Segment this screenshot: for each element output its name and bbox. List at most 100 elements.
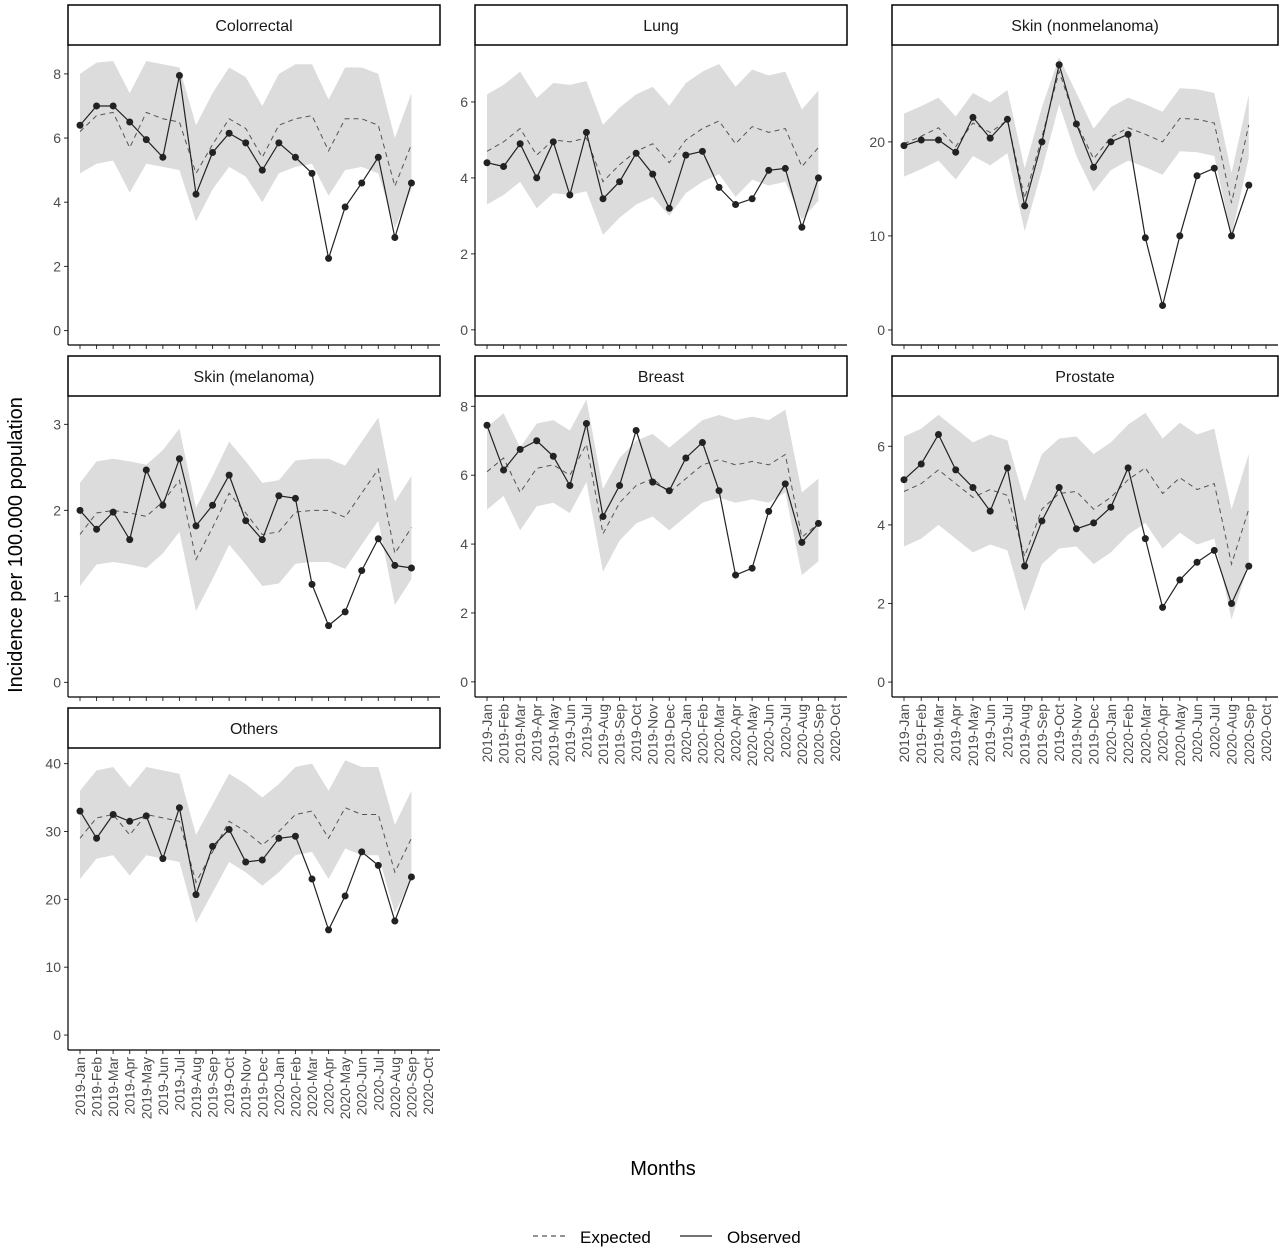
observed-point — [76, 506, 84, 514]
band — [80, 417, 412, 611]
x-tick-label: 2019-Jun — [155, 1057, 171, 1115]
observed-point — [765, 166, 773, 174]
observed-point — [986, 507, 994, 515]
y-tick-label: 40 — [45, 756, 61, 772]
x-tick-label: 2019-Apr — [122, 1057, 138, 1115]
x-tick-label: 2019-Mar — [930, 704, 946, 764]
strip — [891, 355, 1279, 397]
observed-point — [798, 223, 806, 231]
observed-point — [159, 153, 167, 161]
observed-point — [109, 508, 117, 516]
observed-point — [1090, 163, 1098, 171]
x-tick-label: 2019-Feb — [496, 704, 512, 764]
plot-area — [76, 760, 415, 934]
observed-point — [665, 204, 673, 212]
observed-point — [969, 484, 977, 492]
observed-point — [781, 164, 789, 172]
y-tick-label: 4 — [53, 194, 61, 210]
observed-point — [358, 567, 366, 575]
y-tick-label: 10 — [45, 959, 61, 975]
observed-point — [1228, 232, 1236, 240]
observed-point — [192, 891, 200, 899]
observed-point — [142, 466, 150, 474]
observed-point — [209, 842, 217, 850]
x-tick-label: 2019-Apr — [529, 704, 545, 762]
observed-point — [1124, 464, 1132, 472]
observed-point — [1176, 232, 1184, 240]
observed-point — [917, 460, 925, 468]
observed-point — [407, 179, 415, 187]
observed-point — [500, 163, 508, 171]
x-tick-label: 2019-Oct — [221, 1057, 237, 1115]
x-tick-label: 2020-Feb — [287, 1057, 303, 1117]
x-axis-title: Months — [630, 1158, 696, 1180]
observed-point — [76, 807, 84, 815]
band — [487, 399, 819, 576]
strip — [474, 355, 848, 397]
observed-point — [358, 848, 366, 856]
observed-point — [917, 136, 925, 144]
observed-point — [109, 102, 117, 110]
observed-point — [732, 571, 740, 579]
observed-point — [1193, 172, 1201, 180]
observed-point — [175, 71, 183, 79]
y-tick-label: 0 — [53, 1027, 61, 1043]
observed-point — [192, 190, 200, 198]
observed-point — [291, 494, 299, 502]
observed-point — [242, 139, 250, 147]
strip — [891, 4, 1279, 46]
observed-point — [275, 492, 283, 500]
observed-point — [934, 136, 942, 144]
observed-point — [1210, 164, 1218, 172]
strip — [67, 707, 441, 749]
observed-point — [76, 121, 84, 129]
observed-point — [1072, 120, 1080, 128]
x-tick-label: 2020-Oct — [420, 1057, 436, 1115]
y-tick-label: 6 — [460, 94, 468, 110]
observed-point — [258, 856, 266, 864]
observed-point — [1124, 130, 1132, 138]
observed-point — [934, 431, 942, 439]
observed-point — [1245, 562, 1253, 570]
observed-point — [599, 195, 607, 203]
observed-point — [952, 466, 960, 474]
observed-point — [698, 438, 706, 446]
observed-point — [159, 501, 167, 509]
x-tick-label: 2020-Jul — [370, 1057, 386, 1111]
expected-line — [486, 120, 819, 183]
y-tick-label: 10 — [869, 228, 885, 244]
observed-point — [391, 561, 399, 569]
y-tick-label: 2 — [53, 258, 61, 274]
y-tick-label: 2 — [53, 502, 61, 518]
observed-point — [1003, 464, 1011, 472]
observed-point — [175, 804, 183, 812]
observed-point — [225, 129, 233, 137]
observed-point — [616, 178, 624, 186]
observed-point — [1072, 525, 1080, 533]
observed-point — [291, 832, 299, 840]
band — [904, 412, 1249, 620]
observed-point — [682, 454, 690, 462]
x-tick-label: 2020-Jan — [271, 1057, 287, 1115]
x-tick-label: 2019-Jun — [562, 704, 578, 762]
observed-point — [715, 183, 723, 191]
panel-title: Colorrectal — [215, 18, 292, 35]
y-tick-label: 0 — [877, 674, 885, 690]
y-tick-label: 8 — [53, 66, 61, 82]
y-tick-label: 1 — [53, 588, 61, 604]
observed-point — [407, 873, 415, 881]
observed-point — [483, 421, 491, 429]
x-tick-label: 2019-Dec — [1086, 704, 1102, 765]
observed-point — [549, 452, 557, 460]
plot-area — [76, 417, 415, 630]
observed-point — [582, 420, 590, 428]
x-tick-label: 2019-Jul — [999, 704, 1015, 758]
observed-point — [192, 522, 200, 530]
observed-point — [341, 203, 349, 211]
observed-point — [175, 455, 183, 463]
observed-point — [1176, 576, 1184, 584]
band — [904, 57, 1249, 236]
